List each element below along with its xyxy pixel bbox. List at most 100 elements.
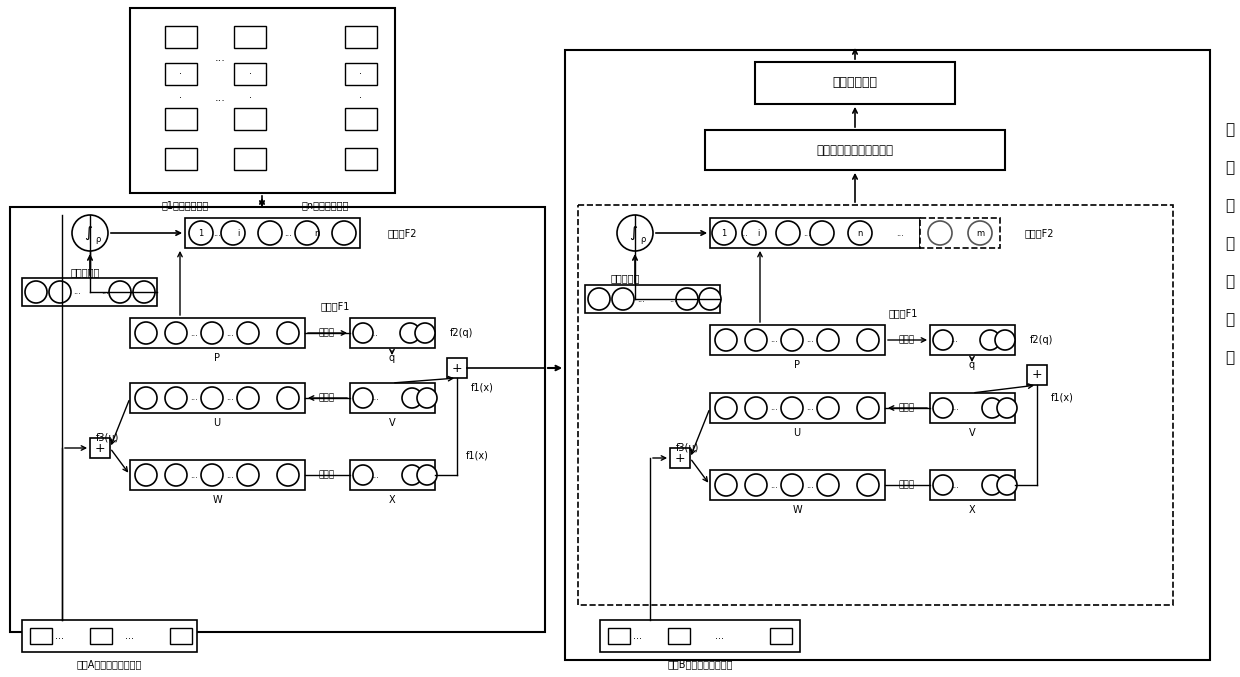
Text: 比较层F1: 比较层F1 — [320, 301, 350, 311]
Text: 第1类滤波器子集: 第1类滤波器子集 — [161, 200, 208, 210]
Text: ...: ... — [770, 403, 777, 412]
Circle shape — [745, 329, 768, 351]
Text: ...: ... — [804, 229, 811, 238]
Text: ...: ... — [190, 471, 198, 479]
Text: ...: ... — [190, 393, 198, 403]
Circle shape — [781, 397, 804, 419]
Circle shape — [776, 221, 800, 245]
Bar — [185, 218, 360, 248]
Text: ...: ... — [806, 481, 813, 489]
Bar — [350, 460, 435, 490]
Circle shape — [237, 322, 259, 344]
Bar — [920, 218, 999, 248]
Bar — [130, 460, 305, 490]
Text: 归一化: 归一化 — [319, 471, 335, 479]
Text: q: q — [389, 353, 396, 363]
Circle shape — [353, 323, 373, 343]
Text: +: + — [94, 441, 105, 454]
Circle shape — [401, 323, 420, 343]
Text: X: X — [968, 505, 976, 515]
Text: ·
·
·: · · · — [180, 70, 182, 103]
Circle shape — [781, 474, 804, 496]
Text: 归一化: 归一化 — [899, 481, 915, 489]
Text: ...: ... — [770, 481, 777, 489]
Bar — [130, 8, 396, 193]
Bar — [165, 148, 197, 170]
Circle shape — [417, 388, 436, 408]
Text: ...: ... — [634, 631, 642, 641]
Text: ...: ... — [190, 328, 198, 338]
Circle shape — [817, 397, 839, 419]
Circle shape — [72, 215, 108, 251]
Circle shape — [237, 464, 259, 486]
Text: q: q — [968, 360, 975, 370]
Text: ∫: ∫ — [629, 225, 637, 240]
Bar — [234, 148, 267, 170]
Circle shape — [715, 474, 737, 496]
Circle shape — [982, 475, 1002, 495]
Text: ...: ... — [284, 229, 293, 238]
Circle shape — [817, 474, 839, 496]
Bar — [608, 628, 630, 644]
Bar — [711, 470, 885, 500]
Text: ...: ... — [897, 229, 904, 238]
Text: U: U — [794, 428, 801, 438]
Text: U: U — [213, 418, 221, 428]
Text: ...: ... — [213, 229, 221, 238]
Bar — [10, 207, 546, 632]
Text: ...: ... — [372, 471, 379, 479]
Circle shape — [165, 322, 187, 344]
Text: n: n — [314, 229, 320, 238]
Bar — [30, 628, 52, 644]
Circle shape — [332, 221, 356, 245]
Text: V: V — [388, 418, 396, 428]
Text: ...: ... — [806, 336, 813, 345]
Bar — [770, 628, 792, 644]
Circle shape — [857, 329, 879, 351]
Circle shape — [928, 221, 952, 245]
Text: ...: ... — [215, 93, 226, 103]
Text: i: i — [237, 229, 239, 238]
Text: ...: ... — [215, 53, 226, 63]
Text: ...: ... — [951, 403, 960, 412]
Circle shape — [613, 288, 634, 310]
Bar — [585, 285, 720, 313]
Text: 区域A的结构特征滤波器: 区域A的结构特征滤波器 — [77, 659, 141, 669]
Text: 第n类滤波器子集: 第n类滤波器子集 — [301, 200, 348, 210]
Circle shape — [932, 475, 954, 495]
Bar — [170, 628, 192, 644]
Circle shape — [277, 464, 299, 486]
Circle shape — [277, 322, 299, 344]
Text: ...: ... — [370, 328, 378, 338]
Circle shape — [188, 221, 213, 245]
Circle shape — [237, 387, 259, 409]
Circle shape — [402, 465, 422, 485]
Text: P: P — [215, 353, 219, 363]
Circle shape — [50, 281, 71, 303]
Circle shape — [712, 221, 737, 245]
Text: f1(x): f1(x) — [470, 383, 494, 393]
Circle shape — [277, 387, 299, 409]
Circle shape — [980, 330, 999, 350]
Text: ...: ... — [102, 288, 109, 297]
Circle shape — [994, 330, 1016, 350]
Text: ...: ... — [226, 471, 234, 479]
Circle shape — [201, 322, 223, 344]
Text: f2(q): f2(q) — [1030, 335, 1053, 345]
Bar — [930, 470, 1016, 500]
Circle shape — [415, 323, 435, 343]
Circle shape — [417, 465, 436, 485]
Bar — [345, 63, 377, 85]
Circle shape — [968, 221, 992, 245]
Text: 区域B的结构特征滤波器: 区域B的结构特征滤波器 — [667, 659, 733, 669]
Bar — [234, 26, 267, 48]
Circle shape — [135, 464, 157, 486]
Text: f3(u): f3(u) — [97, 433, 120, 443]
Text: ...: ... — [670, 294, 677, 303]
Text: +: + — [451, 362, 463, 374]
Circle shape — [997, 398, 1017, 418]
Text: 推: 推 — [1225, 236, 1235, 251]
Circle shape — [848, 221, 872, 245]
Circle shape — [133, 281, 155, 303]
Bar — [446, 358, 467, 378]
